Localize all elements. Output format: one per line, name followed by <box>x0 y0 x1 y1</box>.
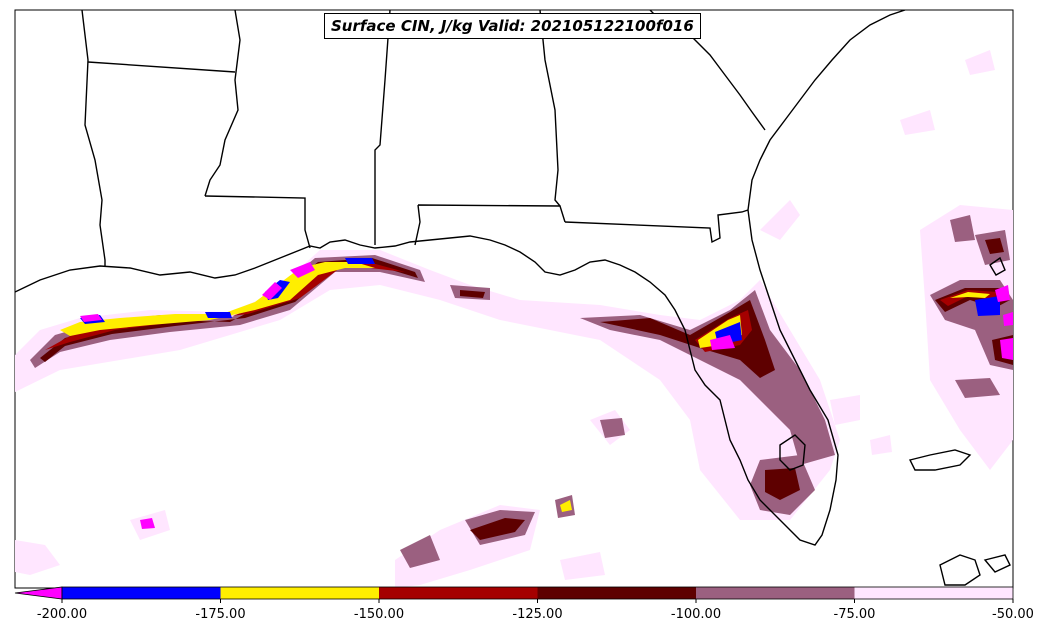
state-line-ms-al <box>374 10 391 245</box>
state-line-ms-river <box>204 10 241 197</box>
state-line-la-tx <box>81 10 106 266</box>
cuba-coast <box>908 449 972 471</box>
island-coast-south <box>939 554 981 586</box>
colorbar-tick-label: -100.00 <box>670 607 722 622</box>
colorbar-bin-4 <box>696 587 855 599</box>
colorbar-tick-label: -50.00 <box>992 607 1034 622</box>
colorbar-bin-2 <box>379 587 538 599</box>
colorbar-bin-1 <box>220 587 379 599</box>
coastline-tx-la <box>15 10 906 546</box>
island-coast-se <box>983 554 1011 573</box>
state-line-ga-fl <box>564 209 749 244</box>
lake-okeechobee <box>779 434 806 471</box>
colorbar-bin-0 <box>62 587 221 599</box>
colorbar-extend-min <box>14 586 63 600</box>
colorbar-tick-label: -150.00 <box>353 607 405 622</box>
cin-shading <box>15 50 1013 588</box>
cin-band-magenta <box>80 262 1013 529</box>
bahamas <box>989 256 1006 276</box>
colorbar-tick-label: -75.00 <box>833 607 876 622</box>
map-boundaries <box>15 10 1011 586</box>
state-line-la-ms <box>204 195 311 249</box>
colorbar <box>14 586 1014 603</box>
state-line-ar-la <box>87 61 236 73</box>
state-line-al-ga <box>539 10 561 207</box>
colorbar-tick-label: -175.00 <box>195 607 246 622</box>
colorbar-bin-5 <box>854 587 1013 599</box>
map-title: Surface CIN, J/kg Valid: 202105122100f01… <box>324 13 701 39</box>
colorbar-bin-3 <box>537 587 696 599</box>
colorbar-tick-label: -125.00 <box>512 607 563 622</box>
colorbar-tick-label: -200.00 <box>36 607 88 622</box>
